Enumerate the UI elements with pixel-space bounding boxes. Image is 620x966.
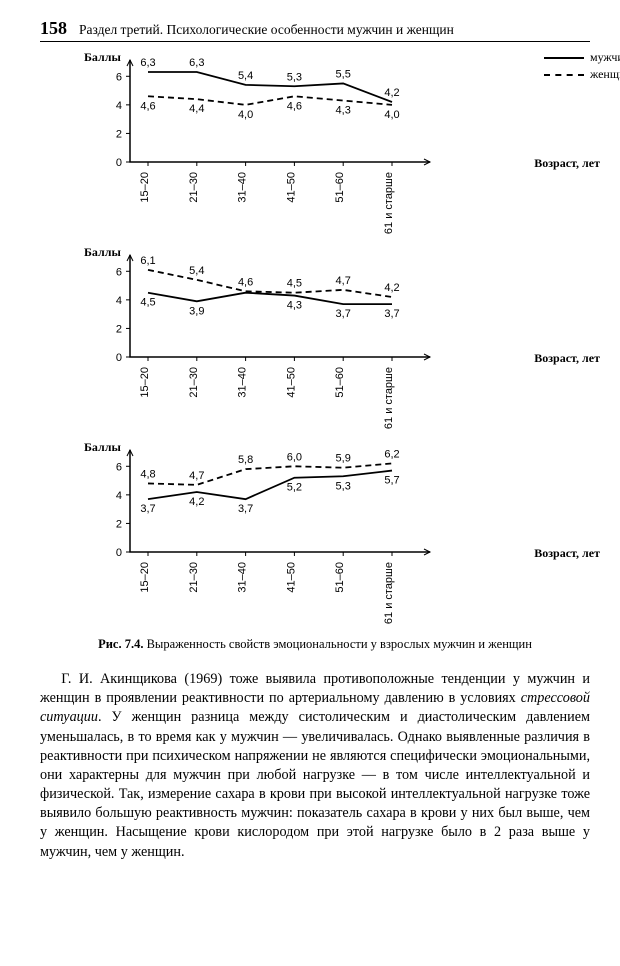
svg-text:6: 6 <box>116 71 122 83</box>
svg-text:5,9: 5,9 <box>336 453 351 465</box>
svg-text:2: 2 <box>116 323 122 335</box>
svg-text:15–20: 15–20 <box>139 367 151 398</box>
svg-text:41–50: 41–50 <box>285 367 297 398</box>
legend-row-women: женщины <box>544 67 620 82</box>
svg-text:61 и старше: 61 и старше <box>383 562 395 624</box>
svg-text:5,3: 5,3 <box>336 480 351 492</box>
x-axis-label: Возраст, лет <box>534 156 600 171</box>
x-axis-label: Возраст, лет <box>534 546 600 561</box>
svg-text:0: 0 <box>116 157 122 169</box>
svg-text:4,2: 4,2 <box>189 496 204 508</box>
svg-text:4,6: 4,6 <box>287 100 302 112</box>
legend-line-dashed <box>544 74 584 76</box>
svg-text:4,2: 4,2 <box>384 87 399 99</box>
section-title: Раздел третий. Психологические особеннос… <box>79 22 454 38</box>
chart-svg: 0 2 4 6 15–20 21–30 31–40 41–50 51–60 61 и старше… <box>90 442 520 627</box>
svg-text:21–30: 21–30 <box>188 562 200 593</box>
svg-text:21–30: 21–30 <box>188 367 200 398</box>
svg-text:3,7: 3,7 <box>336 308 351 320</box>
svg-text:6,0: 6,0 <box>287 451 302 463</box>
legend-label-men: мужчины <box>590 50 620 65</box>
svg-text:15–20: 15–20 <box>139 172 151 203</box>
svg-text:2: 2 <box>116 128 122 140</box>
svg-text:4,6: 4,6 <box>140 100 155 112</box>
figure-caption: Рис. 7.4. Выраженность свойств эмоционал… <box>40 637 590 652</box>
svg-text:5,4: 5,4 <box>189 265 204 277</box>
y-axis-label: Баллы <box>84 440 121 455</box>
svg-text:41–50: 41–50 <box>285 562 297 593</box>
svg-text:4,2: 4,2 <box>384 282 399 294</box>
figure-label: Рис. 7.4. <box>98 637 143 651</box>
svg-text:4,0: 4,0 <box>238 109 253 121</box>
svg-text:41–50: 41–50 <box>285 172 297 203</box>
svg-text:3,7: 3,7 <box>238 503 253 515</box>
svg-text:6,3: 6,3 <box>189 57 204 69</box>
svg-text:31–40: 31–40 <box>237 172 249 203</box>
svg-text:31–40: 31–40 <box>237 562 249 593</box>
svg-text:0: 0 <box>116 547 122 559</box>
svg-text:51–60: 51–60 <box>334 172 346 203</box>
svg-text:5,3: 5,3 <box>287 71 302 83</box>
svg-text:3,7: 3,7 <box>384 308 399 320</box>
svg-text:4: 4 <box>116 100 122 112</box>
svg-text:4,3: 4,3 <box>336 105 351 117</box>
svg-text:4: 4 <box>116 295 122 307</box>
figure-text: Выраженность свойств эмоциональности у в… <box>147 637 532 651</box>
page-header: 158 Раздел третий. Психологические особе… <box>40 18 590 42</box>
svg-text:2: 2 <box>116 518 122 530</box>
svg-text:0: 0 <box>116 352 122 364</box>
svg-text:61 и старше: 61 и старше <box>383 172 395 234</box>
charts-container: 0 2 4 6 15–20 21–30 31–40 41–50 51–60 61 и старше… <box>90 52 590 627</box>
svg-text:4,3: 4,3 <box>287 300 302 312</box>
svg-text:5,2: 5,2 <box>287 482 302 494</box>
svg-text:6: 6 <box>116 266 122 278</box>
svg-text:5,4: 5,4 <box>238 70 253 82</box>
y-axis-label: Баллы <box>84 50 121 65</box>
legend-line-solid <box>544 57 584 59</box>
page-number: 158 <box>40 18 67 39</box>
svg-text:31–40: 31–40 <box>237 367 249 398</box>
svg-text:3,9: 3,9 <box>189 305 204 317</box>
chart-svg: 0 2 4 6 15–20 21–30 31–40 41–50 51–60 61 и старше… <box>90 247 520 432</box>
svg-text:5,5: 5,5 <box>336 68 351 80</box>
svg-text:4,6: 4,6 <box>238 276 253 288</box>
svg-text:5,7: 5,7 <box>384 475 399 487</box>
chart-1: 0 2 4 6 15–20 21–30 31–40 41–50 51–60 61 и старше… <box>90 52 520 237</box>
svg-text:6,1: 6,1 <box>140 255 155 267</box>
svg-text:15–20: 15–20 <box>139 562 151 593</box>
legend-label-women: женщины <box>590 67 620 82</box>
svg-text:4,0: 4,0 <box>384 109 399 121</box>
x-axis-label: Возраст, лет <box>534 351 600 366</box>
svg-text:5,8: 5,8 <box>238 454 253 466</box>
svg-text:51–60: 51–60 <box>334 367 346 398</box>
svg-text:4,5: 4,5 <box>287 278 302 290</box>
chart-svg: 0 2 4 6 15–20 21–30 31–40 41–50 51–60 61 и старше… <box>90 52 520 237</box>
svg-text:4: 4 <box>116 490 122 502</box>
chart-3: 0 2 4 6 15–20 21–30 31–40 41–50 51–60 61 и старше… <box>90 442 520 627</box>
chart-legend: мужчины женщины <box>544 50 620 84</box>
svg-text:6: 6 <box>116 461 122 473</box>
legend-row-men: мужчины <box>544 50 620 65</box>
svg-text:61 и старше: 61 и старше <box>383 367 395 429</box>
chart-2: 0 2 4 6 15–20 21–30 31–40 41–50 51–60 61 и старше… <box>90 247 520 432</box>
svg-text:4,7: 4,7 <box>189 470 204 482</box>
body-paragraph: Г. И. Акинщикова (1969) тоже выявила про… <box>40 670 590 862</box>
svg-text:4,7: 4,7 <box>336 275 351 287</box>
svg-text:3,7: 3,7 <box>140 503 155 515</box>
svg-text:4,4: 4,4 <box>189 103 204 115</box>
svg-text:51–60: 51–60 <box>334 562 346 593</box>
svg-text:6,3: 6,3 <box>140 57 155 69</box>
page: 158 Раздел третий. Психологические особе… <box>0 0 620 966</box>
svg-text:6,2: 6,2 <box>384 448 399 460</box>
y-axis-label: Баллы <box>84 245 121 260</box>
svg-text:21–30: 21–30 <box>188 172 200 203</box>
svg-text:4,8: 4,8 <box>140 468 155 480</box>
svg-text:4,5: 4,5 <box>140 297 155 309</box>
